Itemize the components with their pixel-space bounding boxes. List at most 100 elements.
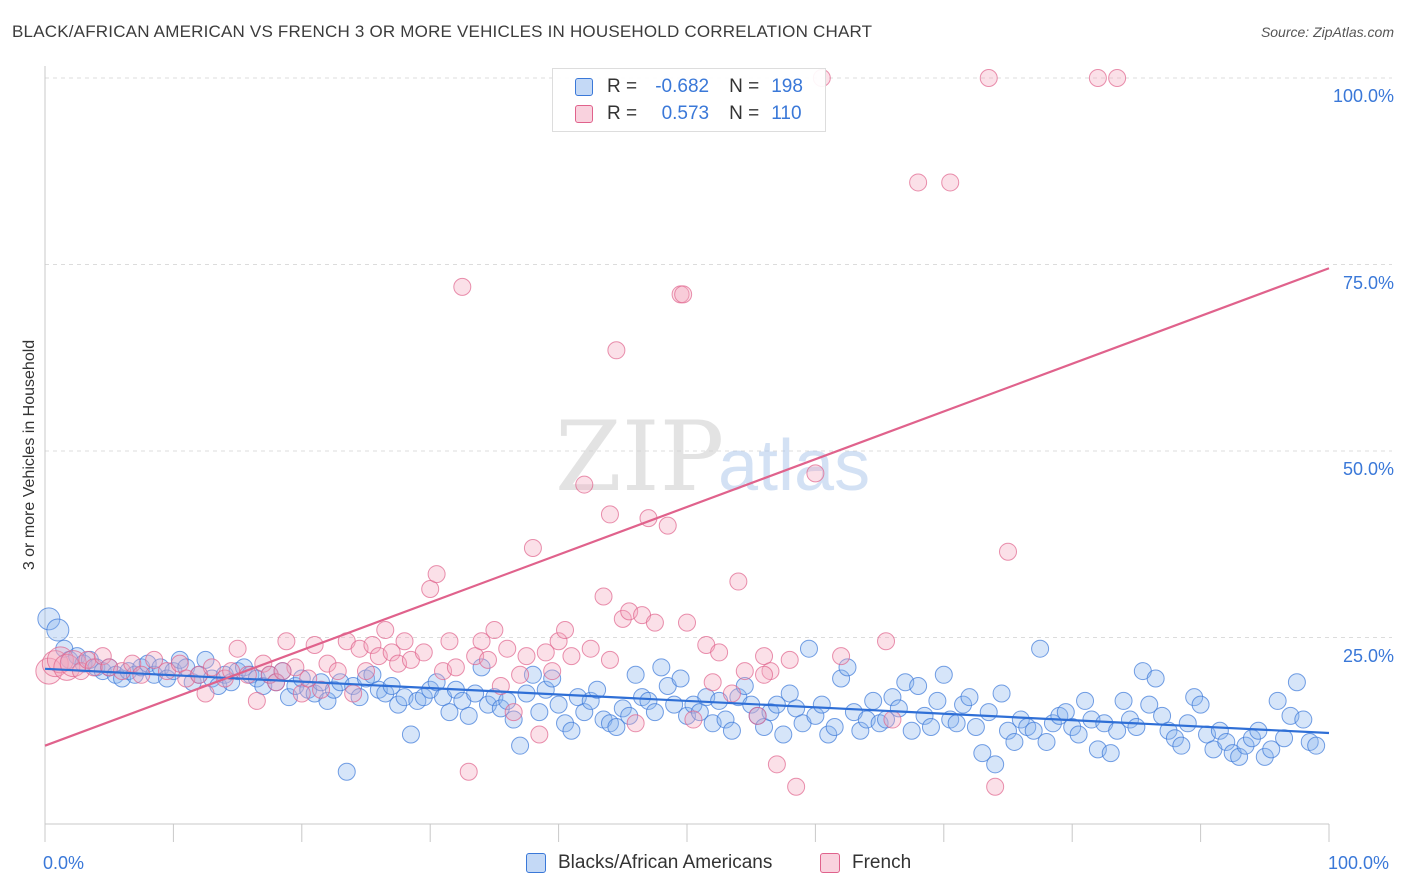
point-blacks <box>799 639 818 658</box>
point-blacks <box>504 710 523 729</box>
point-blacks <box>999 721 1017 740</box>
point-blacks <box>1287 673 1306 692</box>
legend-swatch-blacks <box>575 78 593 96</box>
point-french <box>491 676 510 695</box>
point-french <box>594 587 613 606</box>
point-blacks <box>607 718 626 737</box>
point-blacks <box>832 669 851 688</box>
point-french <box>581 639 600 658</box>
point-blacks <box>46 618 70 642</box>
point-blacks <box>1185 688 1204 707</box>
point-french <box>440 632 459 651</box>
legend-item-french[interactable]: French <box>820 852 911 874</box>
point-blacks <box>1101 744 1120 763</box>
legend-label-french: French <box>852 852 912 873</box>
point-blacks <box>1178 714 1197 733</box>
point-blacks <box>1275 729 1294 748</box>
point-blacks <box>588 680 607 699</box>
point-french <box>228 639 247 658</box>
point-french <box>806 464 825 483</box>
point-french <box>472 632 491 651</box>
point-blacks <box>626 665 645 684</box>
point-blacks <box>1191 695 1210 714</box>
point-french <box>113 662 132 681</box>
point-blacks <box>819 725 838 744</box>
point-french <box>645 613 664 632</box>
point-blacks <box>1230 747 1249 766</box>
point-french <box>755 647 774 666</box>
point-blacks <box>459 706 478 725</box>
legend-swatch-french <box>820 853 840 873</box>
point-blacks <box>170 650 189 669</box>
point-french <box>678 613 696 632</box>
point-blacks <box>1262 740 1281 759</box>
point-french <box>729 572 748 591</box>
legend-swatch-blacks <box>526 853 546 873</box>
point-blacks <box>511 736 530 755</box>
point-french <box>511 665 530 684</box>
point-french <box>722 684 741 703</box>
point-blacks <box>575 703 594 722</box>
point-blacks <box>1255 747 1274 766</box>
point-french <box>421 580 440 599</box>
point-french <box>530 725 549 744</box>
point-blacks <box>472 658 491 677</box>
point-blacks <box>1069 725 1088 744</box>
point-blacks <box>774 725 793 744</box>
point-blacks <box>812 695 831 714</box>
point-french <box>767 755 786 774</box>
point-blacks <box>1114 691 1133 710</box>
point-blacks <box>966 718 985 737</box>
point-french <box>877 632 896 651</box>
point-blacks <box>954 695 973 714</box>
y-tick-label: 25.0% <box>1342 645 1394 666</box>
point-blacks <box>639 691 658 710</box>
point-blacks <box>1011 710 1030 729</box>
point-blacks <box>864 691 883 710</box>
point-blacks <box>1294 710 1313 729</box>
point-blacks <box>825 718 844 737</box>
point-blacks <box>780 684 799 703</box>
axes <box>44 66 1330 842</box>
point-french <box>941 173 960 192</box>
point-french <box>600 505 619 524</box>
point-blacks <box>324 680 343 699</box>
legend-n-value: 110 <box>771 103 802 124</box>
point-french <box>202 658 221 677</box>
point-blacks <box>389 695 408 714</box>
point-french <box>453 277 472 296</box>
point-blacks <box>1037 732 1056 751</box>
legend-r-label: R = <box>607 103 638 124</box>
point-blacks <box>902 721 921 740</box>
point-blacks <box>1024 721 1043 740</box>
point-blacks <box>440 703 459 722</box>
point-blacks <box>620 706 639 725</box>
point-french <box>613 609 632 628</box>
point-french <box>735 662 754 681</box>
point-blacks <box>1146 669 1165 688</box>
legend-item-blacks[interactable]: Blacks/African Americans <box>526 852 772 874</box>
point-blacks <box>337 762 356 781</box>
legend-r-value: 0.573 <box>661 103 710 124</box>
source-credit: Source: ZipAtlas.com <box>1260 24 1394 40</box>
point-french <box>145 650 164 669</box>
point-french <box>357 662 375 681</box>
point-blacks <box>1307 736 1326 755</box>
point-french <box>556 621 575 640</box>
watermark-zip: ZIP <box>555 401 724 513</box>
point-blacks <box>645 703 664 722</box>
point-blacks <box>1236 736 1255 755</box>
point-french <box>247 691 266 710</box>
point-blacks <box>851 721 870 740</box>
point-french <box>395 632 414 651</box>
point-french <box>504 703 523 722</box>
legend-r-value: -0.682 <box>655 76 710 97</box>
correlation-legend: R = -0.682 N = 198 R = 0.573 N = 110 <box>552 68 826 132</box>
point-blacks <box>921 718 940 737</box>
point-blacks <box>1063 718 1082 737</box>
point-french <box>999 542 1017 561</box>
point-blacks <box>1172 736 1191 755</box>
trend-line-blacks <box>44 667 1330 735</box>
point-french <box>979 69 998 87</box>
point-french <box>710 643 729 662</box>
